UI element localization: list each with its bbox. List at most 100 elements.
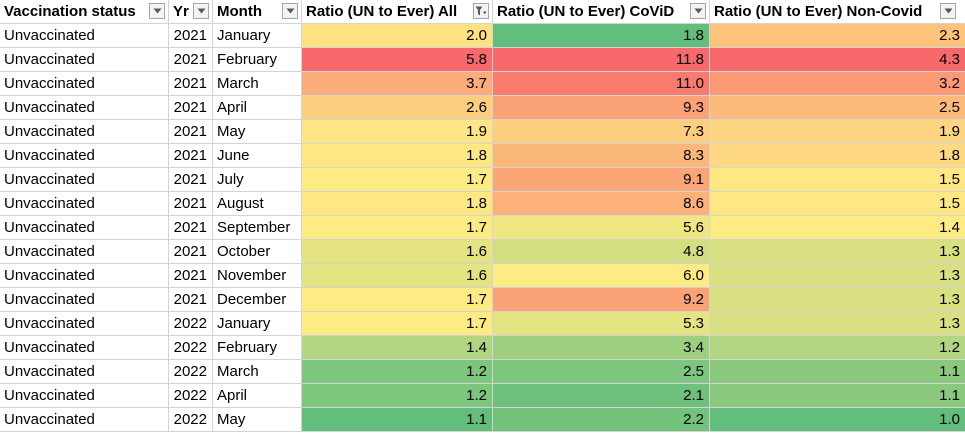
- cell-ratio-all[interactable]: 2.6: [302, 96, 493, 120]
- cell-ratio-covid[interactable]: 11.0: [493, 72, 710, 96]
- cell-ratio-noncovid[interactable]: 1.1: [710, 360, 965, 384]
- cell-month[interactable]: September: [213, 216, 302, 240]
- cell-month[interactable]: May: [213, 408, 302, 432]
- header-cell-ratio-all[interactable]: Ratio (UN to Ever) All: [302, 0, 493, 24]
- header-cell-ratio-covid[interactable]: Ratio (UN to Ever) CoViD: [493, 0, 710, 24]
- cell-month[interactable]: May: [213, 120, 302, 144]
- cell-vaccination-status[interactable]: Unvaccinated: [0, 312, 169, 336]
- cell-ratio-all[interactable]: 1.7: [302, 216, 493, 240]
- cell-vaccination-status[interactable]: Unvaccinated: [0, 216, 169, 240]
- cell-month[interactable]: July: [213, 168, 302, 192]
- cell-ratio-covid[interactable]: 2.1: [493, 384, 710, 408]
- cell-yr[interactable]: 2022: [169, 408, 213, 432]
- cell-ratio-covid[interactable]: 8.3: [493, 144, 710, 168]
- cell-vaccination-status[interactable]: Unvaccinated: [0, 96, 169, 120]
- cell-ratio-noncovid[interactable]: 1.3: [710, 240, 965, 264]
- cell-yr[interactable]: 2022: [169, 336, 213, 360]
- header-cell-vaccination-status[interactable]: Vaccination status: [0, 0, 169, 24]
- cell-ratio-covid[interactable]: 8.6: [493, 192, 710, 216]
- cell-vaccination-status[interactable]: Unvaccinated: [0, 408, 169, 432]
- header-cell-ratio-noncovid[interactable]: Ratio (UN to Ever) Non-Covid: [710, 0, 965, 24]
- cell-month[interactable]: August: [213, 192, 302, 216]
- cell-ratio-covid[interactable]: 9.2: [493, 288, 710, 312]
- cell-ratio-noncovid[interactable]: 1.3: [710, 312, 965, 336]
- cell-ratio-covid[interactable]: 6.0: [493, 264, 710, 288]
- cell-vaccination-status[interactable]: Unvaccinated: [0, 168, 169, 192]
- cell-vaccination-status[interactable]: Unvaccinated: [0, 192, 169, 216]
- cell-ratio-all[interactable]: 1.4: [302, 336, 493, 360]
- cell-month[interactable]: February: [213, 336, 302, 360]
- cell-ratio-all[interactable]: 1.7: [302, 312, 493, 336]
- cell-month[interactable]: April: [213, 96, 302, 120]
- cell-ratio-noncovid[interactable]: 1.4: [710, 216, 965, 240]
- cell-yr[interactable]: 2021: [169, 168, 213, 192]
- cell-month[interactable]: November: [213, 264, 302, 288]
- cell-ratio-covid[interactable]: 5.3: [493, 312, 710, 336]
- cell-ratio-noncovid[interactable]: 1.5: [710, 168, 965, 192]
- cell-yr[interactable]: 2021: [169, 240, 213, 264]
- cell-ratio-covid[interactable]: 3.4: [493, 336, 710, 360]
- cell-ratio-covid[interactable]: 2.5: [493, 360, 710, 384]
- cell-ratio-noncovid[interactable]: 1.8: [710, 144, 965, 168]
- cell-ratio-noncovid[interactable]: 1.2: [710, 336, 965, 360]
- cell-ratio-noncovid[interactable]: 4.3: [710, 48, 965, 72]
- cell-month[interactable]: October: [213, 240, 302, 264]
- dropdown-arrow-icon[interactable]: [193, 3, 209, 19]
- cell-yr[interactable]: 2021: [169, 264, 213, 288]
- cell-ratio-all[interactable]: 1.1: [302, 408, 493, 432]
- cell-ratio-all[interactable]: 1.8: [302, 192, 493, 216]
- header-cell-month[interactable]: Month: [213, 0, 302, 24]
- cell-ratio-all[interactable]: 1.9: [302, 120, 493, 144]
- cell-yr[interactable]: 2021: [169, 144, 213, 168]
- cell-ratio-covid[interactable]: 5.6: [493, 216, 710, 240]
- cell-ratio-all[interactable]: 1.6: [302, 264, 493, 288]
- cell-yr[interactable]: 2022: [169, 312, 213, 336]
- cell-vaccination-status[interactable]: Unvaccinated: [0, 360, 169, 384]
- cell-ratio-covid[interactable]: 7.3: [493, 120, 710, 144]
- cell-yr[interactable]: 2021: [169, 192, 213, 216]
- cell-ratio-covid[interactable]: 1.8: [493, 24, 710, 48]
- cell-ratio-all[interactable]: 1.8: [302, 144, 493, 168]
- cell-vaccination-status[interactable]: Unvaccinated: [0, 48, 169, 72]
- cell-ratio-noncovid[interactable]: 2.5: [710, 96, 965, 120]
- cell-yr[interactable]: 2021: [169, 72, 213, 96]
- cell-yr[interactable]: 2021: [169, 96, 213, 120]
- cell-month[interactable]: January: [213, 24, 302, 48]
- cell-month[interactable]: January: [213, 312, 302, 336]
- cell-vaccination-status[interactable]: Unvaccinated: [0, 72, 169, 96]
- cell-ratio-covid[interactable]: 9.1: [493, 168, 710, 192]
- cell-ratio-noncovid[interactable]: 3.2: [710, 72, 965, 96]
- cell-yr[interactable]: 2021: [169, 216, 213, 240]
- cell-ratio-covid[interactable]: 9.3: [493, 96, 710, 120]
- cell-vaccination-status[interactable]: Unvaccinated: [0, 144, 169, 168]
- cell-vaccination-status[interactable]: Unvaccinated: [0, 240, 169, 264]
- cell-ratio-noncovid[interactable]: 1.9: [710, 120, 965, 144]
- cell-month[interactable]: June: [213, 144, 302, 168]
- dropdown-arrow-icon[interactable]: [149, 3, 165, 19]
- cell-month[interactable]: March: [213, 360, 302, 384]
- cell-ratio-covid[interactable]: 2.2: [493, 408, 710, 432]
- cell-vaccination-status[interactable]: Unvaccinated: [0, 384, 169, 408]
- cell-yr[interactable]: 2021: [169, 120, 213, 144]
- cell-yr[interactable]: 2021: [169, 24, 213, 48]
- cell-vaccination-status[interactable]: Unvaccinated: [0, 120, 169, 144]
- cell-month[interactable]: March: [213, 72, 302, 96]
- cell-ratio-noncovid[interactable]: 1.0: [710, 408, 965, 432]
- cell-month[interactable]: February: [213, 48, 302, 72]
- dropdown-arrow-icon[interactable]: [282, 3, 298, 19]
- header-cell-yr[interactable]: Yr: [169, 0, 213, 24]
- cell-yr[interactable]: 2022: [169, 360, 213, 384]
- cell-vaccination-status[interactable]: Unvaccinated: [0, 336, 169, 360]
- dropdown-arrow-icon[interactable]: [690, 3, 706, 19]
- cell-yr[interactable]: 2022: [169, 384, 213, 408]
- cell-ratio-noncovid[interactable]: 1.1: [710, 384, 965, 408]
- cell-ratio-all[interactable]: 5.8: [302, 48, 493, 72]
- cell-month[interactable]: December: [213, 288, 302, 312]
- cell-yr[interactable]: 2021: [169, 288, 213, 312]
- cell-ratio-covid[interactable]: 11.8: [493, 48, 710, 72]
- cell-vaccination-status[interactable]: Unvaccinated: [0, 288, 169, 312]
- cell-ratio-noncovid[interactable]: 2.3: [710, 24, 965, 48]
- cell-ratio-all[interactable]: 2.0: [302, 24, 493, 48]
- cell-vaccination-status[interactable]: Unvaccinated: [0, 264, 169, 288]
- cell-ratio-noncovid[interactable]: 1.3: [710, 264, 965, 288]
